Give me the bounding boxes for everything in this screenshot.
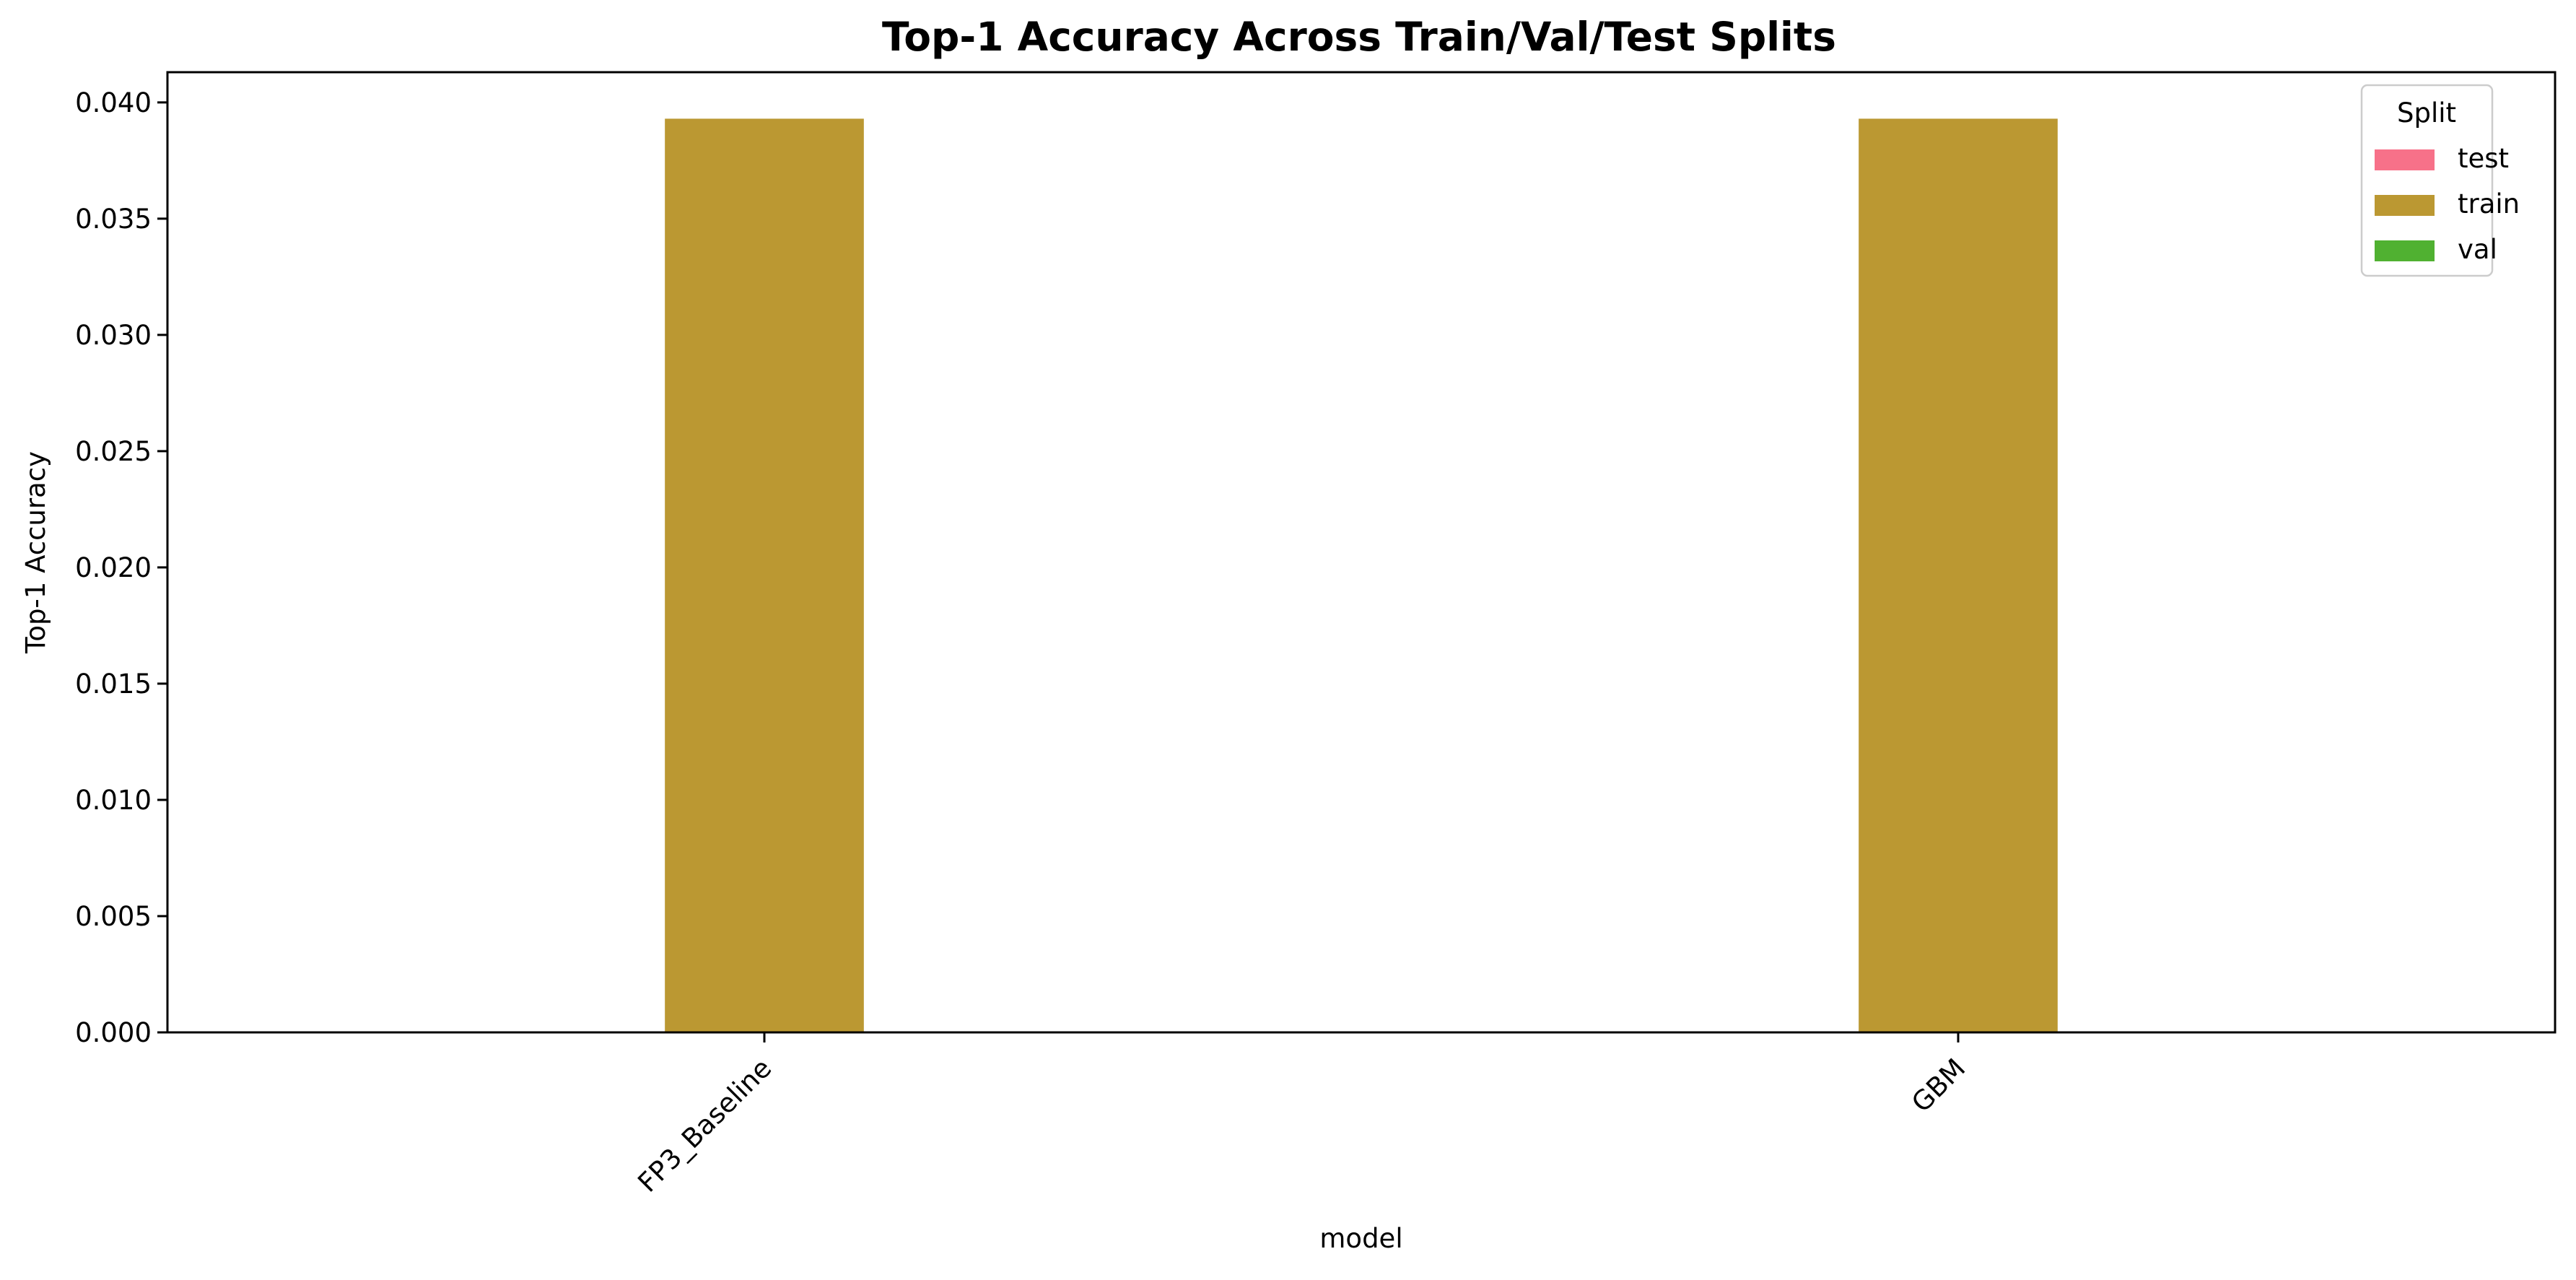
y-tick-label: 0.035 [75, 204, 152, 235]
y-tick-label: 0.030 [75, 320, 152, 351]
legend-label-val: val [2458, 234, 2497, 265]
x-axis-label: model [1319, 1223, 1402, 1254]
y-tick-label: 0.040 [75, 87, 152, 118]
y-tick-label: 0.020 [75, 552, 152, 583]
legend-title: Split [2397, 97, 2456, 129]
y-axis: 0.000 0.005 0.010 0.015 0.020 0.025 0.030 0.035… [75, 87, 167, 1048]
legend: Split test train val [2360, 84, 2520, 277]
y-tick-label: 0.010 [75, 785, 152, 816]
legend-swatch-val [2375, 240, 2435, 261]
legend-swatch-train [2375, 195, 2435, 216]
bar-train [1859, 118, 2058, 1033]
y-axis-label: Top-1 Accuracy [20, 451, 51, 654]
bar-train [665, 118, 864, 1033]
y-tick-label: 0.015 [75, 669, 152, 700]
y-tick-label: 0.025 [75, 436, 152, 467]
legend-swatch-test [2375, 149, 2435, 170]
chart-title: Top-1 Accuracy Across Train/Val/Test Spl… [882, 14, 1836, 60]
plot-frame [166, 71, 2557, 1034]
legend-items: test train val [2375, 143, 2520, 265]
legend-label-test: test [2458, 143, 2509, 174]
legend-label-train: train [2458, 188, 2520, 219]
y-tick-label: 0.005 [75, 901, 152, 932]
legend-frame [2360, 84, 2494, 277]
bars-group [665, 118, 2058, 1033]
y-tick-label: 0.000 [75, 1017, 152, 1048]
